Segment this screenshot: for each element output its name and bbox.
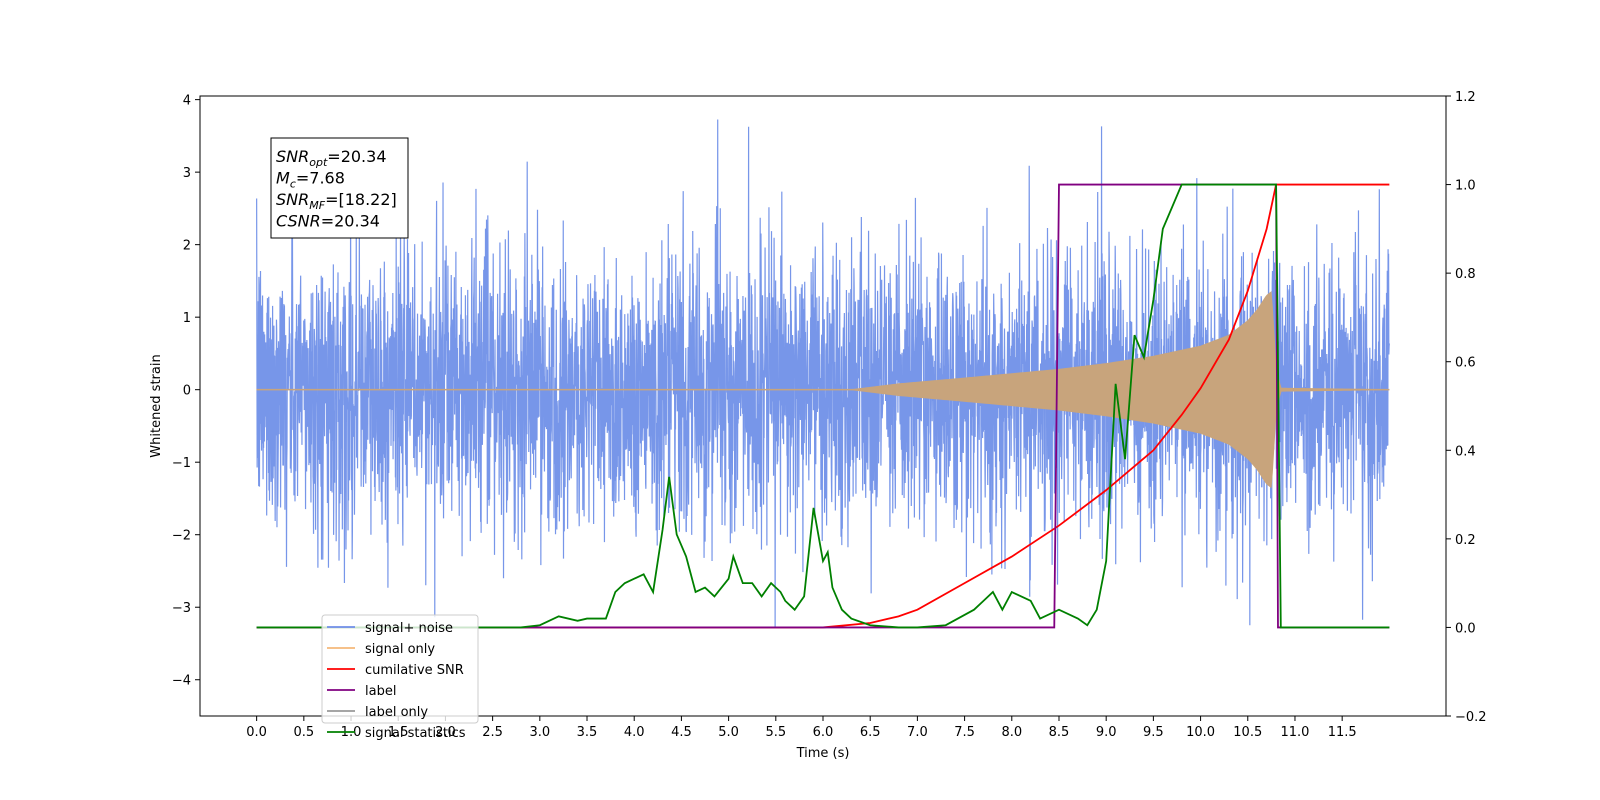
x-tick-label: 7.0 <box>907 725 928 740</box>
y-tick-label: −3 <box>172 601 191 616</box>
legend-label: label <box>365 684 396 699</box>
y2-tick-label: −0.2 <box>1455 710 1487 725</box>
x-tick-label: 9.0 <box>1096 725 1117 740</box>
x-tick-label: 5.5 <box>765 725 786 740</box>
x-tick-label: 11.5 <box>1328 725 1357 740</box>
annotation-line: Mc=7.68 <box>276 169 345 191</box>
x-tick-label: 10.5 <box>1233 725 1262 740</box>
y-tick-label: 0 <box>183 384 191 399</box>
y2-tick-label: 1.2 <box>1455 90 1476 105</box>
y-axis-title: Whitened strain <box>149 354 164 457</box>
x-tick-label: 0.5 <box>293 725 314 740</box>
y2-tick-label: 0.4 <box>1455 444 1476 459</box>
legend-label: signal statistics <box>365 726 466 741</box>
x-tick-label: 5.0 <box>718 725 739 740</box>
x-tick-label: 11.0 <box>1280 725 1309 740</box>
y-tick-label: 1 <box>183 311 191 326</box>
x-tick-label: 8.0 <box>1001 725 1022 740</box>
y-tick-label: −1 <box>172 456 191 471</box>
x-tick-label: 6.0 <box>813 725 834 740</box>
x-axis-title: Time (s) <box>796 746 850 761</box>
series-signal-statistics <box>256 183 1390 629</box>
y2-tick-label: 1.0 <box>1455 179 1476 194</box>
legend-label: label only <box>365 705 428 720</box>
series-signal-plus-noise <box>256 119 1390 629</box>
x-tick-label: 6.5 <box>860 725 881 740</box>
y-tick-label: 3 <box>183 166 191 181</box>
y2-tick-label: 0.8 <box>1455 267 1476 282</box>
legend-label: cumilative SNR <box>365 663 464 678</box>
y-tick-label: 2 <box>183 239 191 254</box>
legend-label: signal only <box>365 642 435 657</box>
y-tick-label: 4 <box>183 94 191 109</box>
legend: signal+ noise signal only cumilative SNR la… <box>321 614 479 741</box>
signal-plus-noise-line <box>256 119 1390 629</box>
x-tick-label: 8.5 <box>1049 725 1070 740</box>
y2-tick-label: 0.0 <box>1455 621 1476 636</box>
x-tick-label: 2.0 <box>435 725 456 740</box>
annotation-box: SNRopt=20.34Mc=7.68SNRMF=[18.22]CSNR=20.… <box>270 137 409 239</box>
x-tick-label: 2.5 <box>482 725 503 740</box>
series-cumilative-snr <box>256 183 1390 629</box>
x-tick-label: 1.5 <box>388 725 409 740</box>
x-tick-label: 4.0 <box>624 725 645 740</box>
x-tick-label: 10.0 <box>1186 725 1215 740</box>
y2-tick-label: 0.6 <box>1455 356 1476 371</box>
legend-label: signal+ noise <box>365 621 453 636</box>
y-axis-ticks: −4 −3 −2 −1 0 1 2 3 4 <box>172 94 200 689</box>
y2-tick-label: 0.2 <box>1455 533 1476 548</box>
annotation-box-frame <box>270 137 409 239</box>
annotation-line: SNRopt=20.34 <box>276 147 387 169</box>
x-axis-ticks: 0.0 0.5 1.0 1.5 2.0 2.5 3.0 3.5 4.0 4.5 5.0 5.5 6.0 6… <box>246 716 1357 740</box>
y-tick-label: −2 <box>172 529 191 544</box>
x-tick-label: 3.5 <box>577 725 598 740</box>
x-tick-label: 3.0 <box>529 725 550 740</box>
right-axis-series <box>256 183 1390 629</box>
legend-frame <box>321 614 479 724</box>
x-tick-label: 4.5 <box>671 725 692 740</box>
annotation-line: CSNR=20.34 <box>276 212 380 231</box>
x-tick-label: 0.0 <box>246 725 267 740</box>
x-tick-label: 7.5 <box>954 725 975 740</box>
x-tick-label: 9.5 <box>1143 725 1164 740</box>
y-tick-label: −4 <box>172 674 191 689</box>
annotation-line: SNRMF=[18.22] <box>276 190 397 212</box>
y2-axis-ticks: −0.2 0.0 0.2 0.4 0.6 0.8 1.0 1.2 <box>1446 90 1487 725</box>
